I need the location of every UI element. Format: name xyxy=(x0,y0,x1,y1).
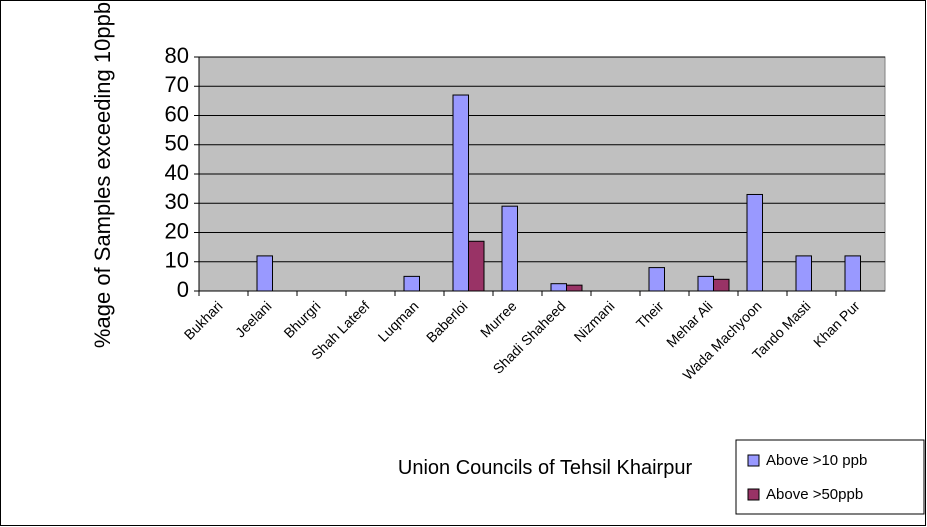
y-tick-label: 80 xyxy=(165,43,189,68)
bar xyxy=(501,205,518,292)
y-tick-label: 50 xyxy=(165,131,189,156)
y-tick-label: 70 xyxy=(165,72,189,97)
bar xyxy=(403,275,420,292)
bar xyxy=(746,193,763,292)
legend-label: Above >10 ppb xyxy=(766,452,867,469)
legend-label: Above >50ppb xyxy=(766,486,863,503)
legend-box xyxy=(735,439,925,515)
bar xyxy=(468,240,485,292)
y-tick-label: 10 xyxy=(165,248,189,273)
bar xyxy=(256,255,273,292)
bar xyxy=(844,255,861,292)
y-tick-label: 20 xyxy=(165,218,189,243)
legend: Above >10 ppb Above >50ppb xyxy=(735,439,925,515)
bar xyxy=(452,94,469,292)
legend-swatch xyxy=(747,454,760,467)
bar xyxy=(795,255,812,292)
legend-swatch xyxy=(747,488,760,501)
bar xyxy=(566,284,583,292)
y-tick-label: 60 xyxy=(165,101,189,126)
y-tick-label: 30 xyxy=(165,189,189,214)
bar xyxy=(713,278,730,292)
bar xyxy=(648,267,665,292)
bar xyxy=(550,283,567,292)
y-axis-title: %age of Samples exceeding 10ppb xyxy=(90,2,115,348)
x-axis-title: Union Councils of Tehsil Khairpur xyxy=(398,457,693,479)
y-tick-label: 40 xyxy=(165,160,189,185)
bar xyxy=(697,275,714,292)
y-tick-label: 0 xyxy=(177,277,189,302)
